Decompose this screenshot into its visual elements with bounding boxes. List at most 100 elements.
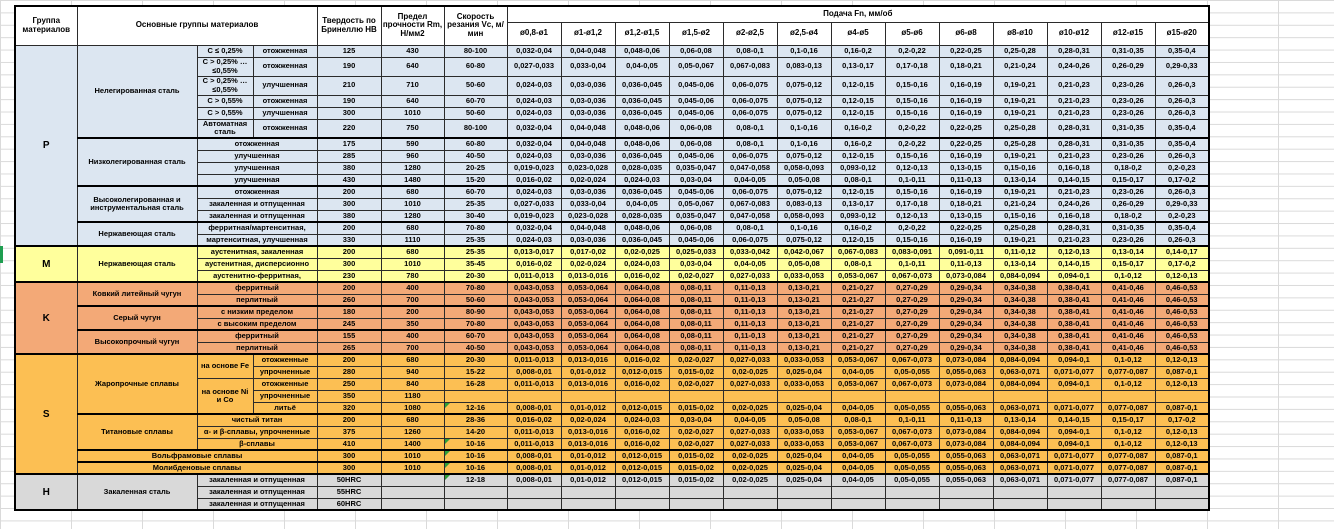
feed-cell[interactable]: 0,15-0,16 — [992, 209, 1048, 223]
feed-cell[interactable]: 0,047-0,058 — [722, 161, 778, 175]
feed-cell[interactable] — [1100, 389, 1156, 403]
table-cell[interactable]: перлитный — [196, 293, 318, 307]
feed-cell[interactable]: 0,067-0,083 — [722, 56, 778, 77]
table-cell[interactable]: 1080 — [380, 401, 445, 415]
feed-cell[interactable]: 0,053-0,064 — [560, 341, 616, 355]
table-cell[interactable]: 20-25 — [443, 161, 508, 175]
feed-cell[interactable]: 0,02-0,027 — [668, 425, 724, 439]
feed-cell[interactable]: 0,46-0,53 — [1154, 341, 1210, 355]
feed-cell[interactable]: 0,21-0,24 — [992, 56, 1048, 77]
feed-cell[interactable] — [560, 497, 616, 511]
feed-cell[interactable]: 0,35-0,4 — [1154, 44, 1210, 58]
feed-cell[interactable]: 0,14-0,15 — [1046, 413, 1102, 427]
feed-cell[interactable]: 0,027-0,033 — [722, 269, 778, 283]
feed-cell[interactable]: 0,033-0,053 — [776, 269, 832, 283]
table-cell[interactable]: 300 — [316, 461, 382, 475]
table-cell[interactable]: 50HRC — [316, 473, 382, 487]
feed-cell[interactable]: 0,008-0,01 — [506, 473, 562, 487]
table-cell[interactable]: 640 — [380, 94, 445, 108]
feed-cell[interactable]: 0,25-0,28 — [992, 137, 1048, 151]
table-cell[interactable]: 410 — [316, 437, 382, 451]
feed-cell[interactable]: 0,23-0,26 — [1100, 233, 1156, 247]
feed-cell[interactable]: 0,053-0,067 — [830, 269, 886, 283]
feed-cell[interactable]: 0,087-0,1 — [1154, 449, 1210, 463]
feed-cell[interactable]: 0,016-0,02 — [506, 173, 562, 187]
feed-cell[interactable]: 0,23-0,26 — [1100, 185, 1156, 199]
feed-cell[interactable]: 0,46-0,53 — [1154, 281, 1210, 295]
feed-cell[interactable]: 0,41-0,46 — [1100, 281, 1156, 295]
table-cell[interactable]: 1260 — [380, 425, 445, 439]
feed-cell[interactable] — [1100, 497, 1156, 511]
feed-cell[interactable]: 0,28-0,31 — [1046, 221, 1102, 235]
feed-cell[interactable]: 0,05-0,055 — [884, 473, 940, 487]
feed-cell[interactable]: 0,011-0,013 — [506, 425, 562, 439]
table-cell[interactable]: аустенитная, дисперсионно — [196, 257, 318, 271]
table-cell[interactable]: улучшенная — [252, 106, 318, 120]
feed-cell[interactable]: 0,08-0,11 — [668, 281, 724, 295]
feed-cell[interactable]: 0,045-0,06 — [668, 149, 724, 163]
table-cell[interactable]: 780 — [380, 269, 445, 283]
feed-cell[interactable]: 0,23-0,26 — [1100, 75, 1156, 96]
feed-cell[interactable] — [668, 485, 724, 499]
feed-cell[interactable] — [938, 497, 994, 511]
table-cell[interactable]: 20-30 — [443, 353, 508, 367]
feed-cell[interactable]: 0,016-0,02 — [506, 413, 562, 427]
table-cell[interactable]: 155 — [316, 329, 382, 343]
feed-cell[interactable]: 0,26-0,29 — [1100, 197, 1156, 211]
feed-cell[interactable]: 0,033-0,04 — [560, 197, 616, 211]
feed-cell[interactable]: 0,16-0,19 — [938, 149, 994, 163]
feed-cell[interactable]: 0,024-0,03 — [614, 413, 670, 427]
feed-cell[interactable]: 0,067-0,073 — [884, 353, 940, 367]
feed-cell[interactable]: 0,02-0,025 — [722, 461, 778, 475]
feed-cell[interactable]: 0,028-0,035 — [614, 161, 670, 175]
table-cell[interactable]: 200 — [316, 281, 382, 295]
feed-cell[interactable]: 0,06-0,075 — [722, 106, 778, 120]
feed-cell[interactable]: 0,06-0,075 — [722, 233, 778, 247]
feed-cell[interactable]: 0,02-0,024 — [560, 413, 616, 427]
table-cell[interactable]: 680 — [380, 185, 445, 199]
table-cell[interactable]: 350 — [380, 317, 445, 331]
feed-cell[interactable]: 0,16-0,2 — [830, 118, 886, 139]
feed-cell[interactable]: 0,084-0,094 — [992, 353, 1048, 367]
table-cell[interactable]: 700 — [380, 341, 445, 355]
feed-cell[interactable]: 0,067-0,073 — [884, 377, 940, 391]
table-cell[interactable]: 750 — [380, 118, 445, 139]
feed-cell[interactable] — [722, 389, 778, 403]
table-cell[interactable]: 260 — [316, 293, 382, 307]
feed-cell[interactable]: 0,055-0,063 — [938, 365, 994, 379]
feed-cell[interactable]: 0,24-0,26 — [1046, 197, 1102, 211]
table-cell[interactable]: 15-20 — [443, 173, 508, 187]
feed-cell[interactable]: 0,11-0,13 — [722, 329, 778, 343]
feed-cell[interactable]: 0,024-0,03 — [506, 233, 562, 247]
feed-cell[interactable]: 0,073-0,084 — [938, 425, 994, 439]
feed-cell[interactable]: 0,01-0,012 — [560, 365, 616, 379]
feed-cell[interactable]: 0,024-0,03 — [506, 106, 562, 120]
feed-cell[interactable]: 0,2-0,22 — [884, 44, 940, 58]
table-cell[interactable]: 1010 — [380, 106, 445, 120]
feed-cell[interactable]: 0,15-0,16 — [884, 94, 940, 108]
feed-cell[interactable]: 0,13-0,21 — [776, 305, 832, 319]
table-cell[interactable]: Низколегированная сталь — [76, 137, 198, 187]
feed-cell[interactable]: 0,053-0,064 — [560, 305, 616, 319]
feed-cell[interactable]: 0,01-0,012 — [560, 401, 616, 415]
table-cell[interactable]: 230 — [316, 269, 382, 283]
table-cell[interactable]: 28-36 — [443, 413, 508, 427]
table-cell[interactable]: 680 — [380, 353, 445, 367]
feed-cell[interactable]: 0,042-0,067 — [776, 245, 832, 259]
table-cell[interactable]: 640 — [380, 56, 445, 77]
feed-cell[interactable]: 0,16-0,19 — [938, 233, 994, 247]
feed-cell[interactable]: 0,21-0,27 — [830, 341, 886, 355]
table-cell[interactable]: 55HRC — [316, 485, 382, 499]
feed-cell[interactable]: 0,013-0,016 — [560, 437, 616, 451]
feed-cell[interactable]: 0,01-0,012 — [560, 473, 616, 487]
table-cell[interactable]: 210 — [316, 75, 382, 96]
feed-cell[interactable] — [1046, 389, 1102, 403]
feed-cell[interactable] — [506, 485, 562, 499]
table-cell[interactable]: аустенитная, закаленная — [196, 245, 318, 259]
feed-cell[interactable] — [992, 497, 1048, 511]
feed-cell[interactable]: 0,11-0,13 — [938, 257, 994, 271]
table-cell[interactable]: 190 — [316, 94, 382, 108]
feed-cell[interactable]: 0,036-0,045 — [614, 185, 670, 199]
feed-cell[interactable]: 0,29-0,34 — [938, 317, 994, 331]
feed-cell[interactable]: 0,02-0,025 — [722, 473, 778, 487]
